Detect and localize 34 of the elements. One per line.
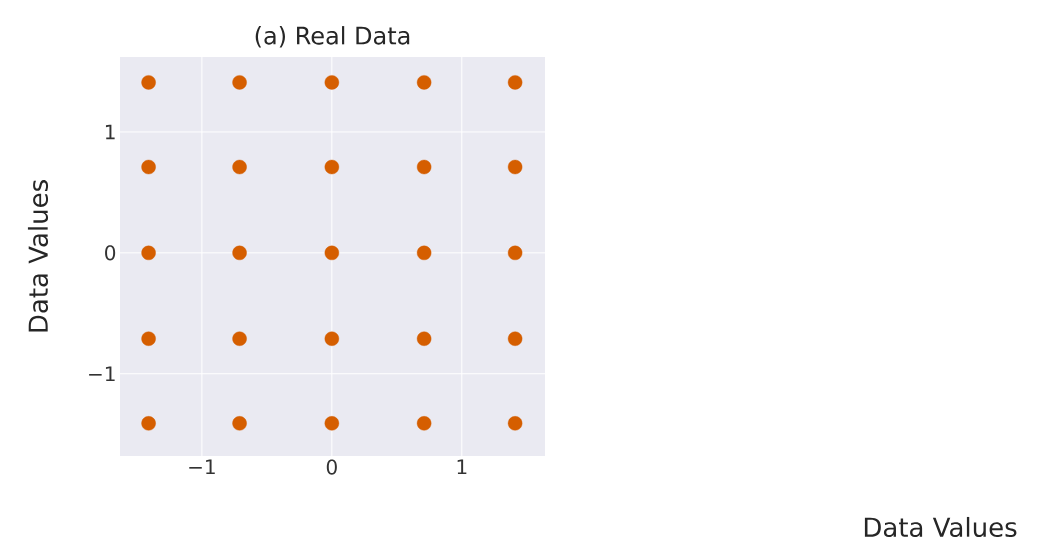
- y-axis-title: Data Values: [27, 180, 49, 332]
- point: [507, 159, 523, 175]
- point: [324, 75, 340, 90]
- point: [324, 245, 340, 261]
- point: [141, 159, 156, 175]
- point: [232, 416, 247, 431]
- point: [324, 331, 340, 346]
- point: [232, 159, 247, 175]
- point: [507, 245, 523, 261]
- point: [324, 416, 340, 431]
- point: [416, 416, 432, 431]
- text: Data Values: [864, 516, 1017, 538]
- x-tick-label: 1: [457, 459, 467, 475]
- y-tick-label: 0: [105, 245, 116, 261]
- point: [416, 75, 432, 90]
- y-tick-label: −1: [89, 366, 115, 382]
- x-tick-label: 0: [326, 459, 337, 475]
- point: [141, 245, 156, 261]
- point: [416, 245, 432, 261]
- y-tick-label: 1: [105, 124, 115, 140]
- point: [416, 331, 432, 346]
- point: [507, 416, 523, 431]
- point: [141, 75, 156, 90]
- chart-title: (a) Real Data: [255, 26, 410, 48]
- point: [324, 159, 340, 175]
- point: [232, 331, 247, 346]
- point: [507, 331, 523, 346]
- x-tick-label: −1: [189, 459, 215, 475]
- point: [232, 245, 247, 261]
- point: [507, 75, 523, 90]
- point: [141, 331, 156, 346]
- point: [232, 75, 247, 90]
- point: [141, 416, 156, 431]
- point: [416, 159, 432, 175]
